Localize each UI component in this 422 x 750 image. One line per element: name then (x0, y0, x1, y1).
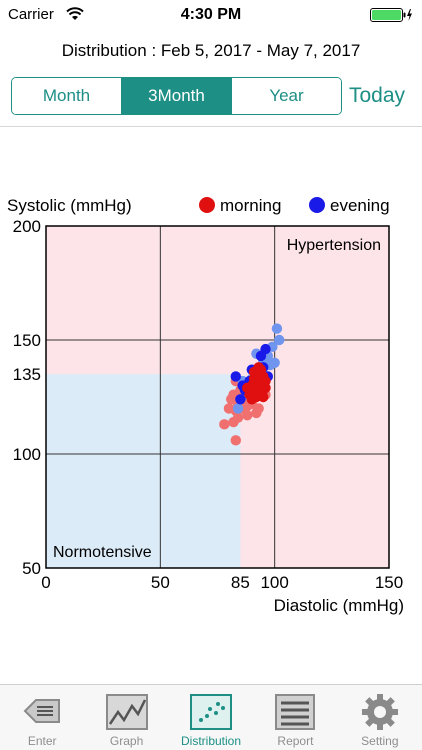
legend-morning-label: morning (220, 196, 281, 215)
y-tick-label: 150 (13, 331, 41, 350)
hypertension-zone-label: Hypertension (287, 237, 381, 254)
gear-icon (361, 694, 398, 730)
wifi-icon (66, 7, 84, 20)
tab-setting[interactable]: Setting (338, 685, 422, 750)
data-point-evening (255, 350, 267, 362)
tab-enter-label: Enter (27, 734, 57, 748)
x-tick-label: 0 (41, 573, 50, 592)
normotensive-zone (46, 374, 241, 568)
data-point-morning-light (253, 403, 264, 414)
data-point-evening (235, 394, 246, 405)
tab-setting-label: Setting (361, 734, 399, 748)
legend: morning evening (199, 196, 390, 215)
date-range-title: Distribution : Feb 5, 2017 - May 7, 2017 (61, 41, 361, 60)
x-tick-label: 50 (151, 573, 170, 592)
y-tick-label: 200 (13, 217, 41, 236)
distribution-icon (190, 694, 233, 730)
segment-month[interactable]: Month (12, 78, 121, 114)
report-icon (275, 694, 316, 730)
x-tick-label: 100 (260, 573, 288, 592)
period-selector: Month 3Month Year (11, 77, 342, 115)
today-button[interactable]: Today (349, 84, 406, 107)
data-point-morning (248, 366, 260, 378)
data-points (219, 323, 285, 446)
status-time: 4:30 PM (180, 6, 242, 23)
enter-icon (23, 699, 61, 723)
header-divider (0, 126, 422, 127)
status-bar: Carrier 4:30 PM (0, 0, 422, 30)
tab-distribution[interactable]: Distribution (169, 685, 253, 750)
plot-frame (45, 225, 390, 569)
tab-graph-label: Graph (109, 734, 144, 748)
y-tick-label: 135 (13, 365, 41, 384)
data-point-evening-light (271, 323, 283, 334)
tab-report[interactable]: Report (253, 685, 337, 750)
data-point-morning-light (230, 435, 241, 446)
graph-icon (105, 694, 148, 730)
y-axis-label: Systolic (mmHg) (7, 196, 132, 215)
y-tick-label: 50 (22, 559, 41, 578)
segment-3month[interactable]: 3Month (121, 78, 231, 114)
data-point-morning-light (228, 416, 239, 428)
legend-evening-marker (309, 197, 325, 213)
x-tick-label: 85 (231, 573, 250, 592)
x-tick-label: 150 (375, 573, 403, 592)
data-point-evening (230, 371, 241, 382)
data-point-morning-light (219, 419, 230, 430)
tab-report-label: Report (277, 734, 314, 748)
tab-enter[interactable]: Enter (0, 685, 84, 750)
data-point-morning (255, 375, 267, 387)
segment-year[interactable]: Year (231, 78, 341, 114)
data-point-evening-light (232, 403, 244, 414)
chart-grid (46, 226, 389, 568)
x-axis-ticks: 0 50 85 100 150 (41, 573, 403, 592)
data-point-morning-light (223, 403, 235, 414)
y-tick-label: 100 (13, 445, 41, 464)
data-point-morning-light (242, 410, 253, 421)
normotensive-zone-label: Normotensive (53, 544, 152, 561)
data-point-evening-light (274, 334, 285, 346)
legend-evening-label: evening (330, 196, 390, 215)
battery-icon (370, 8, 412, 22)
y-axis-ticks: 50 100 135 150 200 (13, 217, 41, 578)
tab-graph[interactable]: Graph (84, 685, 168, 750)
tab-distribution-label: Distribution (181, 734, 242, 748)
data-point-morning (251, 384, 262, 396)
tab-bar: Enter Graph Distribution Report (0, 684, 422, 750)
legend-morning-marker (199, 197, 215, 213)
carrier-label: Carrier (8, 6, 54, 23)
x-axis-label: Diastolic (mmHg) (274, 596, 404, 615)
data-point-morning (258, 391, 269, 403)
